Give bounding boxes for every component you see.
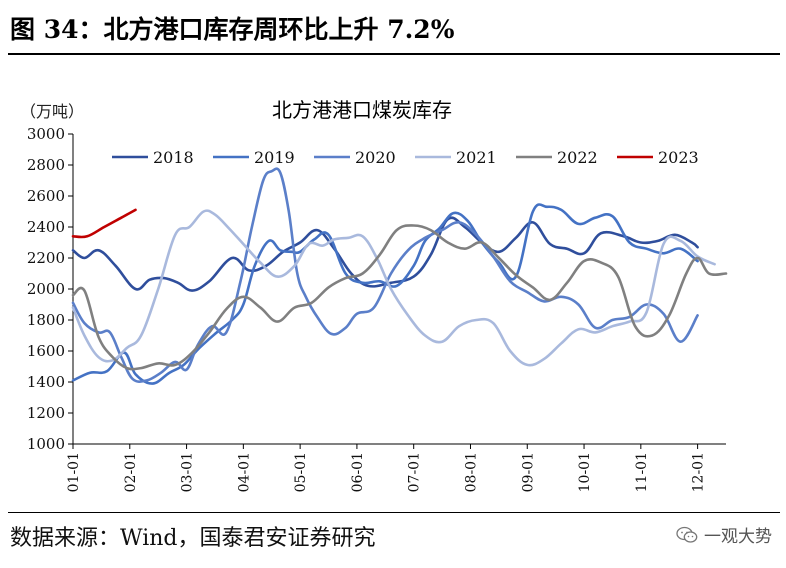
x-tick-label: 11-01: [634, 452, 650, 492]
y-tick-label: 2800: [27, 156, 65, 174]
x-tick-label: 10-01: [577, 452, 593, 492]
y-tick-label: 1200: [27, 404, 65, 422]
y-tick-label: 2600: [27, 187, 65, 205]
figure-title: 图 34：北方港口库存周环比上升 7.2%: [10, 15, 455, 44]
watermark-text: 一观大势: [704, 527, 772, 547]
series-line-2021: [71, 209, 716, 367]
line-chart: 1000 1200 1400 1600 1800 2000 2200 2400 2600 2800…: [27, 125, 728, 492]
chart-title: 北方港港口煤炭库存: [272, 98, 452, 122]
title-rule: [8, 53, 780, 55]
y-tick-label: 2400: [27, 218, 65, 236]
data-source: 数据来源：Wind，国泰君安证券研究: [10, 526, 376, 551]
legend-label-2022: 2022: [557, 148, 598, 167]
series-line-2023: [71, 208, 137, 239]
series-line-2018: [71, 216, 699, 292]
x-tick-label: 06-01: [350, 452, 366, 492]
y-tick-label: 2200: [27, 249, 65, 267]
legend-label-2019: 2019: [254, 148, 295, 167]
y-axis-unit-label: （万吨）: [20, 102, 85, 121]
source-rule: [8, 512, 780, 513]
x-tick-label: 01-01: [66, 452, 82, 492]
legend-label-2023: 2023: [658, 148, 699, 167]
y-tick-label: 1600: [27, 342, 65, 360]
legend-label-2021: 2021: [456, 148, 497, 167]
y-tick-label: 1800: [27, 311, 65, 329]
legend-label-2020: 2020: [355, 148, 396, 167]
series-line-2019: [71, 203, 699, 385]
x-tick-label: 12-01: [691, 452, 707, 492]
series-line-2020: [71, 167, 699, 383]
watermark: 一观大势: [676, 522, 772, 547]
y-tick-label: 1000: [27, 435, 65, 453]
chart-series-layer: [71, 167, 728, 385]
wechat-icon: [676, 526, 698, 543]
chart-axes: 1000 1200 1400 1600 1800 2000 2200 2400 2600 2800…: [27, 125, 726, 492]
y-tick-label: 2000: [27, 280, 65, 298]
x-tick-label: 03-01: [180, 452, 196, 492]
x-tick-label: 07-01: [407, 452, 423, 492]
legend-label-2018: 2018: [153, 148, 194, 167]
y-tick-label: 3000: [27, 125, 65, 143]
x-tick-label: 09-01: [520, 452, 536, 492]
x-tick-label: 05-01: [293, 452, 309, 492]
chart-legend: 2018 2019 2020 2021 2022 2023: [112, 148, 699, 167]
y-tick-label: 1400: [27, 373, 65, 391]
series-line-2022: [71, 224, 728, 371]
x-tick-label: 02-01: [123, 452, 139, 492]
x-tick-label: 04-01: [236, 452, 252, 492]
x-tick-label: 08-01: [463, 452, 479, 492]
